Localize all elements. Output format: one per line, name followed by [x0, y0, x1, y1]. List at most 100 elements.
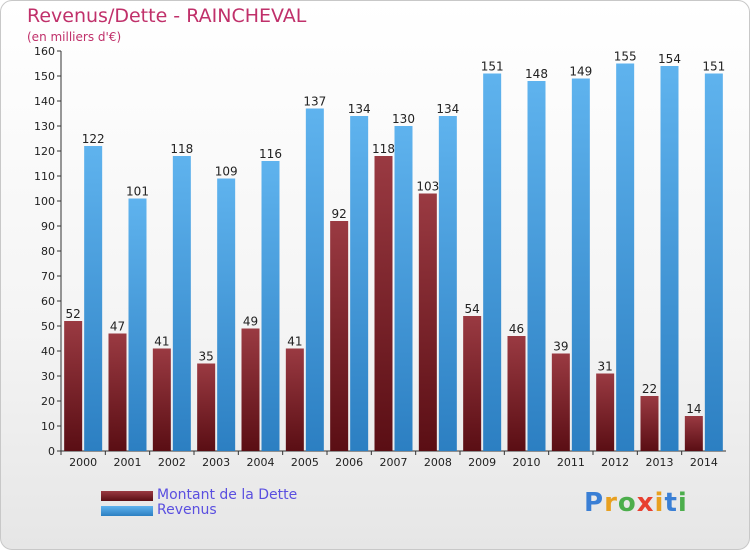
data-label-debt: 35	[199, 350, 214, 364]
bar-revenue	[128, 198, 147, 451]
axes: 0 10 20 30 40 50 60 70 80 90 100 110 120 130 140 150 160…	[34, 45, 726, 469]
data-label-debt: 22	[642, 382, 657, 396]
y-tick-label: 70	[41, 270, 55, 283]
y-tick-label: 80	[41, 245, 55, 258]
legend-swatch-revenue	[101, 506, 153, 516]
data-label-revenue: 151	[481, 60, 504, 74]
logo-letter: x	[636, 488, 655, 518]
y-tick-label: 160	[34, 45, 55, 58]
x-tick-label: 2005	[291, 456, 319, 469]
y-tick-label: 130	[34, 120, 55, 133]
bar-revenue	[660, 66, 679, 451]
data-label-debt: 41	[154, 335, 169, 349]
chart-subtitle: (en milliers d'€)	[27, 30, 122, 44]
data-label-revenue: 134	[436, 102, 459, 116]
legend-swatch-debt	[101, 491, 153, 501]
data-label-debt: 31	[598, 360, 613, 374]
bar-revenue	[394, 126, 413, 451]
data-label-revenue: 134	[348, 102, 371, 116]
x-tick-label: 2012	[601, 456, 629, 469]
y-tick-label: 0	[48, 445, 55, 458]
data-label-revenue: 148	[525, 67, 548, 81]
x-tick-label: 2008	[424, 456, 452, 469]
bar-revenue	[84, 146, 103, 451]
x-tick-label: 2010	[513, 456, 541, 469]
logo-letter: i	[677, 488, 688, 518]
y-tick-label: 30	[41, 370, 55, 383]
bars	[64, 63, 723, 451]
bar-debt	[241, 328, 260, 451]
bar-revenue	[261, 161, 280, 451]
x-tick-label: 2000	[69, 456, 97, 469]
data-label-debt: 54	[465, 302, 480, 316]
bar-revenue	[172, 156, 191, 451]
logo-letter: P	[584, 488, 605, 518]
data-label-revenue: 137	[303, 95, 326, 109]
x-tick-label: 2013	[646, 456, 674, 469]
x-tick-label: 2007	[380, 456, 408, 469]
bar-debt	[64, 321, 83, 451]
y-tick-label: 100	[34, 195, 55, 208]
legend-label-revenue: Revenus	[157, 502, 217, 518]
bar-debt	[684, 416, 703, 451]
data-label-debt: 41	[287, 335, 302, 349]
x-tick-label: 2009	[468, 456, 496, 469]
bar-debt	[108, 333, 127, 451]
bar-debt	[463, 316, 482, 451]
y-tick-label: 150	[34, 70, 55, 83]
data-label-revenue: 155	[614, 50, 637, 64]
y-tick-label: 90	[41, 220, 55, 233]
bar-revenue	[616, 63, 635, 451]
data-label-revenue: 149	[569, 65, 592, 79]
data-label-debt: 92	[332, 207, 347, 221]
data-label-revenue: 116	[259, 147, 282, 161]
x-tick-label: 2001	[114, 456, 142, 469]
bar-debt	[152, 348, 171, 451]
bar-debt	[374, 156, 393, 451]
x-tick-label: 2006	[335, 456, 363, 469]
bar-debt	[596, 373, 615, 451]
x-tick-label: 2011	[557, 456, 585, 469]
bar-debt	[285, 348, 304, 451]
bar-revenue	[483, 73, 502, 451]
data-labels: 52 122 47 101 41 118 35 109 49 116 41 137 92 134 118 13…	[66, 50, 726, 417]
data-label-revenue: 109	[215, 165, 238, 179]
data-label-debt: 52	[66, 307, 81, 321]
bar-debt	[551, 353, 570, 451]
x-tick-label: 2002	[158, 456, 186, 469]
bar-revenue	[704, 73, 723, 451]
logo-letter: t	[664, 488, 678, 518]
bar-revenue	[217, 178, 236, 451]
bar-debt	[507, 336, 526, 451]
x-tick-label: 2014	[690, 456, 718, 469]
data-label-debt: 49	[243, 315, 258, 329]
y-tick-label: 140	[34, 95, 55, 108]
data-label-revenue: 118	[170, 142, 193, 156]
chart-title: Revenus/Dette - RAINCHEVAL	[27, 5, 307, 27]
y-tick-label: 40	[41, 345, 55, 358]
data-label-revenue: 151	[702, 60, 725, 74]
legend-label-debt: Montant de la Dette	[157, 487, 298, 503]
data-label-revenue: 101	[126, 185, 149, 199]
bar-debt	[418, 193, 437, 451]
data-label-debt: 39	[553, 340, 568, 354]
data-label-debt: 47	[110, 320, 125, 334]
data-label-revenue: 154	[658, 52, 681, 66]
bar-revenue	[527, 81, 546, 451]
data-label-revenue: 130	[392, 112, 415, 126]
data-label-debt: 118	[372, 142, 395, 156]
x-tick-label: 2004	[247, 456, 275, 469]
y-tick-label: 60	[41, 295, 55, 308]
bar-revenue	[571, 78, 590, 451]
y-tick-label: 50	[41, 320, 55, 333]
bar-revenue	[305, 108, 324, 451]
data-label-debt: 103	[416, 180, 439, 194]
bar-debt	[197, 363, 216, 451]
logo-letter: r	[604, 488, 618, 518]
y-tick-label: 10	[41, 420, 55, 433]
y-tick-label: 120	[34, 145, 55, 158]
y-tick-label: 20	[41, 395, 55, 408]
logo-letter: i	[654, 488, 665, 518]
bar-debt	[330, 221, 349, 451]
